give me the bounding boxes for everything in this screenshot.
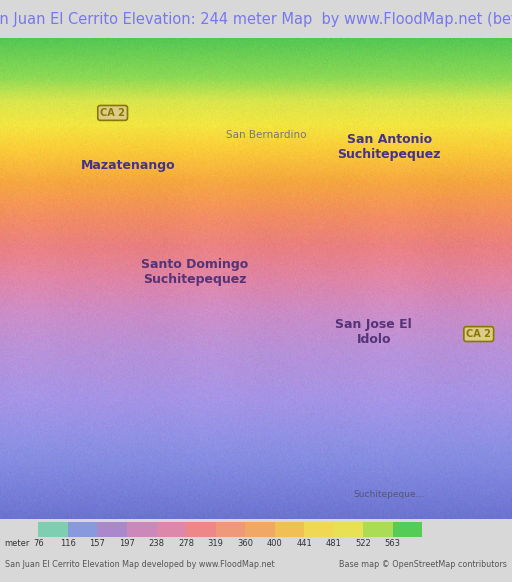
Text: San Juan El Cerrito Elevation Map developed by www.FloodMap.net: San Juan El Cerrito Elevation Map develo…	[5, 560, 275, 569]
Text: CA 2: CA 2	[466, 329, 491, 339]
Bar	[275, 521, 304, 537]
Text: 441: 441	[296, 538, 312, 548]
Text: 157: 157	[90, 538, 105, 548]
Text: 116: 116	[60, 538, 76, 548]
Text: 238: 238	[148, 538, 164, 548]
Bar	[127, 521, 157, 537]
Bar	[364, 521, 393, 537]
Bar	[186, 521, 216, 537]
Bar	[157, 521, 186, 537]
Text: San Jose El
Idolo: San Jose El Idolo	[335, 318, 412, 346]
Text: 76: 76	[33, 538, 44, 548]
Text: San Bernardino: San Bernardino	[226, 130, 307, 140]
Text: 563: 563	[385, 538, 401, 548]
Text: 481: 481	[326, 538, 342, 548]
Text: 400: 400	[267, 538, 283, 548]
Text: Santo Domingo
Suchitepequez: Santo Domingo Suchitepequez	[141, 258, 248, 286]
Bar	[334, 521, 364, 537]
Bar	[38, 521, 68, 537]
Text: 197: 197	[119, 538, 135, 548]
Text: Mazatenango: Mazatenango	[81, 159, 175, 172]
Bar	[68, 521, 97, 537]
Text: 319: 319	[208, 538, 224, 548]
Bar	[393, 521, 422, 537]
Text: CA 2: CA 2	[100, 108, 125, 118]
Text: San Juan El Cerrito Elevation: 244 meter Map  by www.FloodMap.net (beta): San Juan El Cerrito Elevation: 244 meter…	[0, 12, 512, 27]
Text: 522: 522	[355, 538, 371, 548]
Bar	[97, 521, 127, 537]
Bar	[245, 521, 275, 537]
Text: Suchitepeque…: Suchitepeque…	[353, 489, 425, 499]
Text: 278: 278	[178, 538, 194, 548]
Bar	[216, 521, 245, 537]
Text: 360: 360	[237, 538, 253, 548]
Text: San Antonio
Suchitepequez: San Antonio Suchitepequez	[337, 133, 441, 161]
Text: meter: meter	[4, 538, 30, 548]
Bar	[304, 521, 334, 537]
Text: Base map © OpenStreetMap contributors: Base map © OpenStreetMap contributors	[339, 560, 507, 569]
